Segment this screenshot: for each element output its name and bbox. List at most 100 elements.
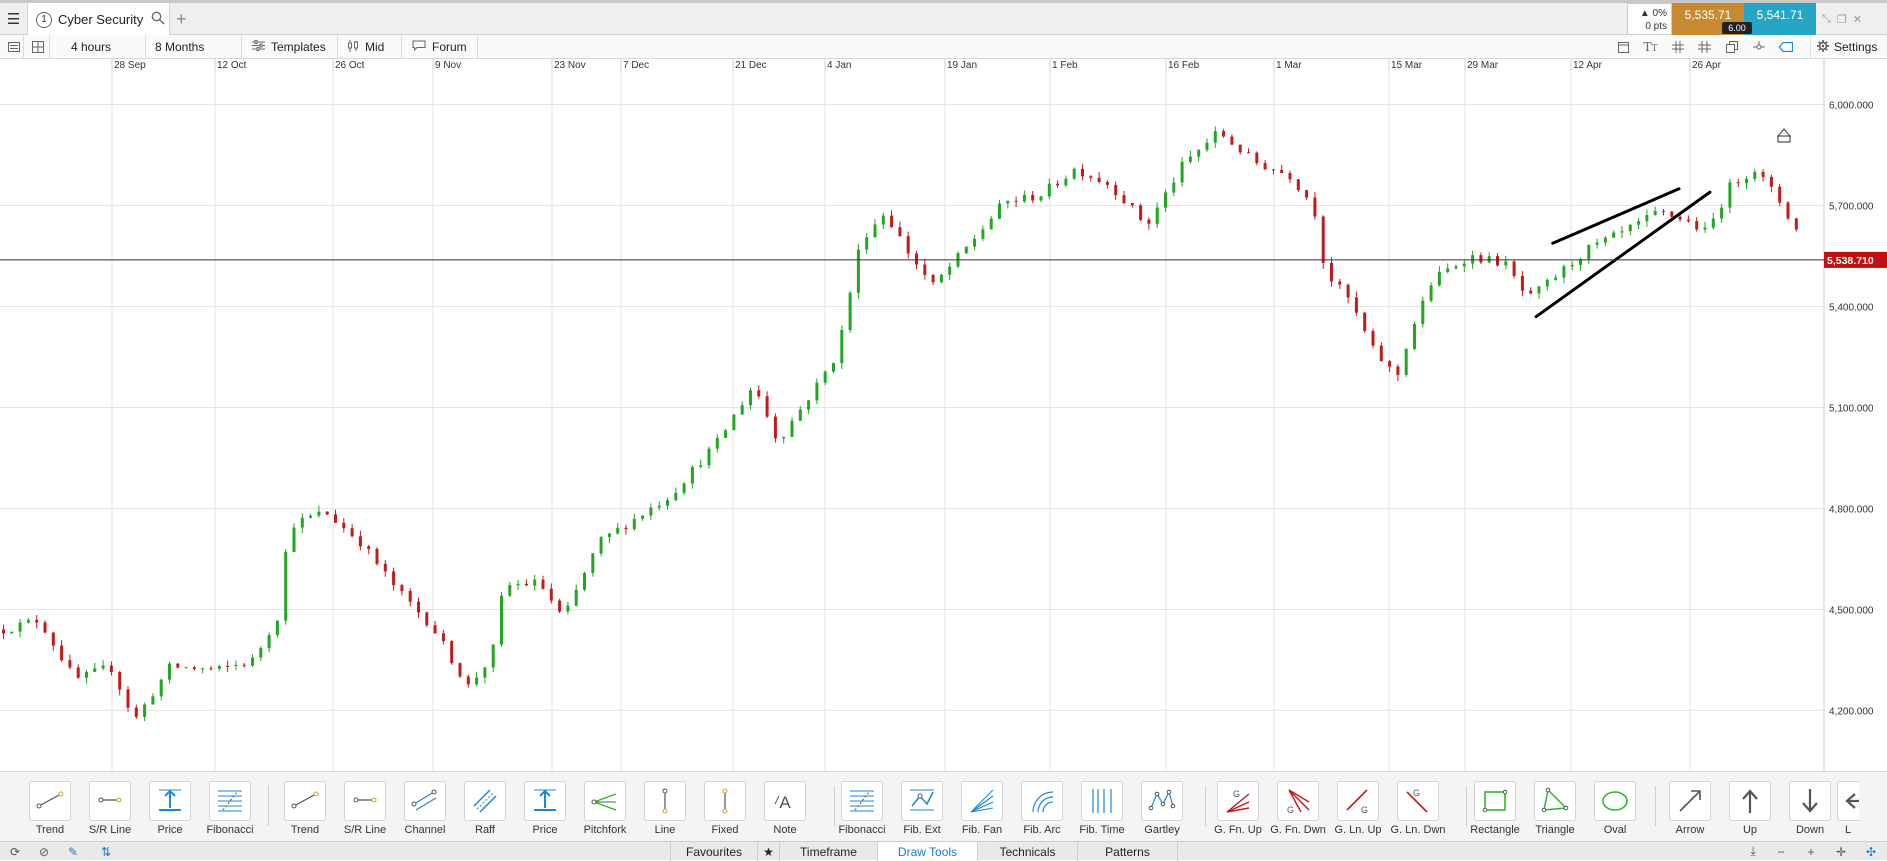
price-type-select[interactable]: Mid (338, 35, 402, 59)
gann-line-down-icon[interactable]: G (1397, 781, 1439, 821)
fib-time-icon[interactable] (1081, 781, 1123, 821)
trend-line-icon[interactable] (29, 781, 71, 821)
tool-channel[interactable]: Channel (397, 781, 453, 836)
sell-price-button[interactable]: 5,535.71 (1672, 3, 1744, 35)
tool-gartley[interactable]: Gartley (1134, 781, 1190, 836)
tool-arrow[interactable]: Arrow (1662, 781, 1718, 836)
tool-fibonacci-2[interactable]: Fibonacci (834, 781, 890, 836)
tab-patterns[interactable]: Patterns (1078, 842, 1178, 861)
restore-icon[interactable]: ❐ (1836, 13, 1847, 26)
arrow-icon[interactable] (1669, 781, 1711, 821)
note-icon[interactable]: A (764, 781, 806, 821)
tool-fib-arc[interactable]: Fib. Arc (1014, 781, 1070, 836)
fib-fan-icon[interactable] (961, 781, 1003, 821)
down-arrow-icon[interactable] (1789, 781, 1831, 821)
tool-rectangle[interactable]: Rectangle (1467, 781, 1523, 836)
close-icon[interactable]: ✕ (1852, 13, 1862, 26)
fibonacci-icon[interactable] (841, 781, 883, 821)
price-line-icon[interactable] (149, 781, 191, 821)
gann-fan-down-icon[interactable]: G (1277, 781, 1319, 821)
sr-line-icon[interactable] (344, 781, 386, 821)
tool-fib-time[interactable]: Fib. Time (1074, 781, 1130, 836)
tool-pitchfork[interactable]: Pitchfork (577, 781, 633, 836)
list-view-icon[interactable] (0, 35, 24, 59)
tool-fib-ext[interactable]: Fib. Ext (894, 781, 950, 836)
interval-select[interactable]: 4 hours (50, 35, 146, 59)
tool-g-ln-up[interactable]: G G. Ln. Up (1330, 781, 1386, 836)
channel-icon[interactable] (404, 781, 446, 821)
fib-arc-icon[interactable] (1021, 781, 1063, 821)
tab-favourites[interactable]: Favourites (670, 842, 758, 861)
tool-price-2[interactable]: Price (517, 781, 573, 836)
pencil-icon[interactable]: ✎ (67, 844, 79, 859)
price-chart[interactable]: 28 Sep 12 Oct 26 Oct 9 Nov 23 Nov 7 Dec 21 Dec… (0, 59, 1887, 771)
gartley-icon[interactable] (1141, 781, 1183, 821)
line-icon[interactable] (644, 781, 686, 821)
layout-grid-icon[interactable] (24, 35, 50, 59)
workspace-tab[interactable]: 1 Cyber Security (28, 3, 170, 36)
tool-line[interactable]: Line (637, 781, 693, 836)
download-icon[interactable]: ⤓ (1750, 844, 1756, 858)
oval-icon[interactable] (1594, 781, 1636, 821)
fib-ext-icon[interactable] (901, 781, 943, 821)
grid-toggle-icon[interactable] (1664, 35, 1691, 59)
trend-line-icon[interactable] (284, 781, 326, 821)
tool-oval[interactable]: Oval (1587, 781, 1643, 836)
sr-line-icon[interactable] (89, 781, 131, 821)
eraser-icon[interactable] (1772, 35, 1799, 59)
tool-g-ln-dwn[interactable]: G G. Ln. Dwn (1390, 781, 1446, 836)
tool-fixed[interactable]: Fixed (697, 781, 753, 836)
hamburger-menu-icon[interactable]: ☰ (0, 3, 28, 35)
magnet-icon[interactable] (1745, 35, 1772, 59)
tool-trend-2[interactable]: Trend (277, 781, 333, 836)
tool-raff[interactable]: Raff (457, 781, 513, 836)
shrink-icon[interactable]: ⤡ (1822, 12, 1831, 25)
up-arrow-icon[interactable] (1729, 781, 1771, 821)
forum-button[interactable]: Forum (402, 35, 478, 59)
left-arrow-icon[interactable] (1837, 781, 1859, 821)
crosshair-icon[interactable]: ✛ (1835, 844, 1847, 859)
gann-fan-up-icon[interactable]: G (1217, 781, 1259, 821)
tool-g-fn-up[interactable]: G G. Fn. Up (1210, 781, 1266, 836)
text-size-icon[interactable]: TT (1643, 40, 1658, 54)
price-line-icon[interactable] (524, 781, 566, 821)
refresh-icon[interactable]: ⟳ (9, 844, 21, 859)
tool-sr-line[interactable]: S/R Line (82, 781, 138, 836)
tool-left[interactable]: L (1837, 781, 1859, 836)
tool-g-fn-dwn[interactable]: G G. Fn. Dwn (1270, 781, 1326, 836)
tool-up[interactable]: Up (1722, 781, 1778, 836)
calendar-icon[interactable] (1610, 35, 1637, 59)
range-select[interactable]: 8 Months (146, 35, 242, 59)
tool-note[interactable]: A Note (757, 781, 813, 836)
settings-button[interactable]: Settings (1810, 35, 1887, 59)
crosshair-grid-icon[interactable] (1691, 35, 1718, 59)
fit-icon[interactable]: ✣ (1865, 844, 1877, 859)
tool-sr-line-2[interactable]: S/R Line (337, 781, 393, 836)
tool-trend[interactable]: Trend (22, 781, 78, 836)
zoom-out-icon[interactable]: − (1777, 844, 1785, 859)
zoom-in-icon[interactable]: + (1807, 844, 1815, 859)
tool-price[interactable]: Price (142, 781, 198, 836)
triangle-icon[interactable] (1534, 781, 1576, 821)
templates-button[interactable]: Templates (242, 35, 338, 59)
tool-fibonacci[interactable]: Fibonacci (202, 781, 258, 836)
buy-price-button[interactable]: 5,541.71 (1744, 3, 1816, 35)
add-tab-button[interactable]: + (176, 8, 187, 29)
gann-line-up-icon[interactable]: G (1337, 781, 1379, 821)
fibonacci-icon[interactable] (209, 781, 251, 821)
tool-triangle[interactable]: Triangle (1527, 781, 1583, 836)
tab-draw-tools[interactable]: Draw Tools (878, 842, 978, 861)
copy-icon[interactable] (1718, 35, 1745, 59)
star-icon[interactable]: ★ (758, 842, 780, 861)
tool-down[interactable]: Down (1782, 781, 1838, 836)
fixed-line-icon[interactable] (704, 781, 746, 821)
tab-timeframe[interactable]: Timeframe (780, 842, 878, 861)
rectangle-icon[interactable] (1474, 781, 1516, 821)
no-entry-icon[interactable]: ⊘ (38, 844, 50, 859)
magnet-toggle-icon[interactable]: ⇅ (100, 844, 112, 859)
tab-technicals[interactable]: Technicals (978, 842, 1078, 861)
pitchfork-icon[interactable] (584, 781, 626, 821)
tool-fib-fan[interactable]: Fib. Fan (954, 781, 1010, 836)
search-icon[interactable] (151, 11, 165, 28)
home-icon[interactable] (1776, 128, 1792, 143)
